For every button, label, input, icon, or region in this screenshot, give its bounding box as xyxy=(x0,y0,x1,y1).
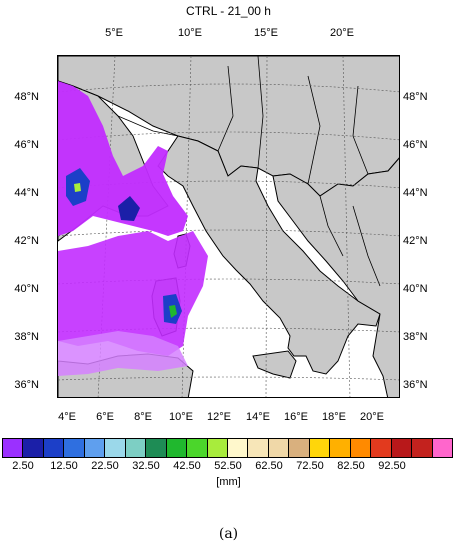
colorbar-label: 62.50 xyxy=(255,460,283,472)
colorbar-label: 52.50 xyxy=(214,460,242,472)
bottom-lon-tick: 8°E xyxy=(134,411,152,423)
left-lat-tick: 44°N xyxy=(14,187,39,199)
precip-core-alps xyxy=(118,196,140,221)
precip-peak-liguria xyxy=(74,183,81,192)
precipitation-map xyxy=(57,55,400,398)
right-lat-tick: 48°N xyxy=(403,91,428,103)
colorbar-label: 82.50 xyxy=(337,460,365,472)
colorbar-label: 42.50 xyxy=(173,460,201,472)
colorbar-label: 22.50 xyxy=(91,460,119,472)
colorbar-unit: [mm] xyxy=(216,476,241,488)
colorbar-label: 12.50 xyxy=(50,460,78,472)
colorbar-label: 2.50 xyxy=(12,460,34,472)
left-lat-tick: 48°N xyxy=(14,91,39,103)
colorbar-label: 72.50 xyxy=(296,460,324,472)
colorbar-swatch xyxy=(268,439,290,457)
colorbar-swatch xyxy=(105,439,126,457)
colorbar-swatch xyxy=(84,439,106,457)
colorbar-label: 92.50 xyxy=(378,460,406,472)
left-lat-tick: 40°N xyxy=(14,283,39,295)
colorbar-swatch xyxy=(23,439,44,457)
colorbar-swatch xyxy=(166,439,188,457)
right-lat-tick: 46°N xyxy=(403,139,428,151)
left-lat-tick: 36°N xyxy=(14,379,39,391)
colorbar-swatch xyxy=(371,439,392,457)
left-lat-tick: 42°N xyxy=(14,235,39,247)
land-italy xyxy=(157,135,381,375)
left-lat-tick: 38°N xyxy=(14,331,39,343)
colorbar-swatch xyxy=(248,439,269,457)
land-sicily xyxy=(252,350,297,379)
colorbar-swatch xyxy=(43,439,65,457)
precip-area-south xyxy=(58,331,188,376)
colorbar-label: 32.50 xyxy=(132,460,160,472)
right-lat-tick: 40°N xyxy=(403,283,428,295)
precipitation-field xyxy=(58,81,208,376)
colorbar-swatch xyxy=(350,439,372,457)
bottom-lon-tick: 4°E xyxy=(58,411,76,423)
top-lon-tick: 20°E xyxy=(330,27,354,39)
country-borders xyxy=(117,56,381,287)
colorbar-swatch xyxy=(187,439,208,457)
top-lon-tick: 15°E xyxy=(254,27,278,39)
bottom-lon-tick: 14°E xyxy=(246,411,270,423)
bottom-lon-tick: 6°E xyxy=(96,411,114,423)
bottom-lon-tick: 20°E xyxy=(360,411,384,423)
colorbar-swatch xyxy=(227,439,249,457)
colorbar-swatch xyxy=(309,439,331,457)
colorbar-swatch xyxy=(3,439,24,457)
map-canvas xyxy=(58,56,399,397)
precip-peak-sardinia xyxy=(169,305,177,318)
colorbar-swatch xyxy=(207,439,228,457)
colorbar-swatch xyxy=(412,439,433,457)
panel-label: (a) xyxy=(218,526,239,542)
bottom-lon-tick: 10°E xyxy=(169,411,193,423)
colorbar-swatch xyxy=(432,439,452,457)
colorbar-swatch xyxy=(330,439,351,457)
map-title: CTRL - 21_00 h xyxy=(186,4,271,18)
top-lon-tick: 10°E xyxy=(178,27,202,39)
right-lat-tick: 38°N xyxy=(403,331,428,343)
precip-area-tyrrhenian xyxy=(58,231,208,356)
colorbar-swatch xyxy=(146,439,167,457)
left-lat-tick: 46°N xyxy=(14,139,39,151)
bottom-lon-tick: 18°E xyxy=(322,411,346,423)
land-balkans xyxy=(272,157,399,397)
colorbar-swatch xyxy=(125,439,147,457)
bottom-lon-tick: 16°E xyxy=(284,411,308,423)
right-lat-tick: 42°N xyxy=(403,235,428,247)
colorbar xyxy=(2,438,453,458)
precip-area-gulf-of-lion xyxy=(58,81,188,236)
colorbar-swatch xyxy=(64,439,85,457)
top-lon-tick: 5°E xyxy=(105,27,123,39)
bottom-lon-tick: 12°E xyxy=(207,411,231,423)
right-lat-tick: 36°N xyxy=(403,379,428,391)
colorbar-swatch xyxy=(289,439,310,457)
colorbar-swatch xyxy=(391,439,413,457)
right-lat-tick: 44°N xyxy=(403,187,428,199)
